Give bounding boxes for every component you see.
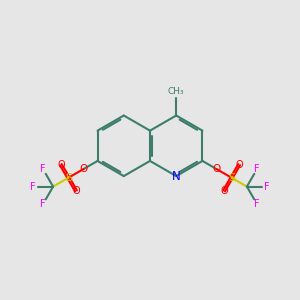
Text: F: F <box>40 164 46 174</box>
Text: O: O <box>220 186 228 196</box>
Text: O: O <box>80 164 88 174</box>
Text: F: F <box>254 164 260 174</box>
Text: F: F <box>254 199 260 209</box>
Text: N: N <box>172 169 181 183</box>
Text: F: F <box>40 199 46 209</box>
Text: S: S <box>65 173 72 183</box>
Text: F: F <box>30 182 36 192</box>
Text: O: O <box>72 186 80 196</box>
Text: CH₃: CH₃ <box>168 87 184 96</box>
Text: O: O <box>236 160 243 170</box>
Text: O: O <box>57 160 64 170</box>
Text: S: S <box>228 173 235 183</box>
Text: F: F <box>264 182 270 192</box>
Text: O: O <box>212 164 220 174</box>
